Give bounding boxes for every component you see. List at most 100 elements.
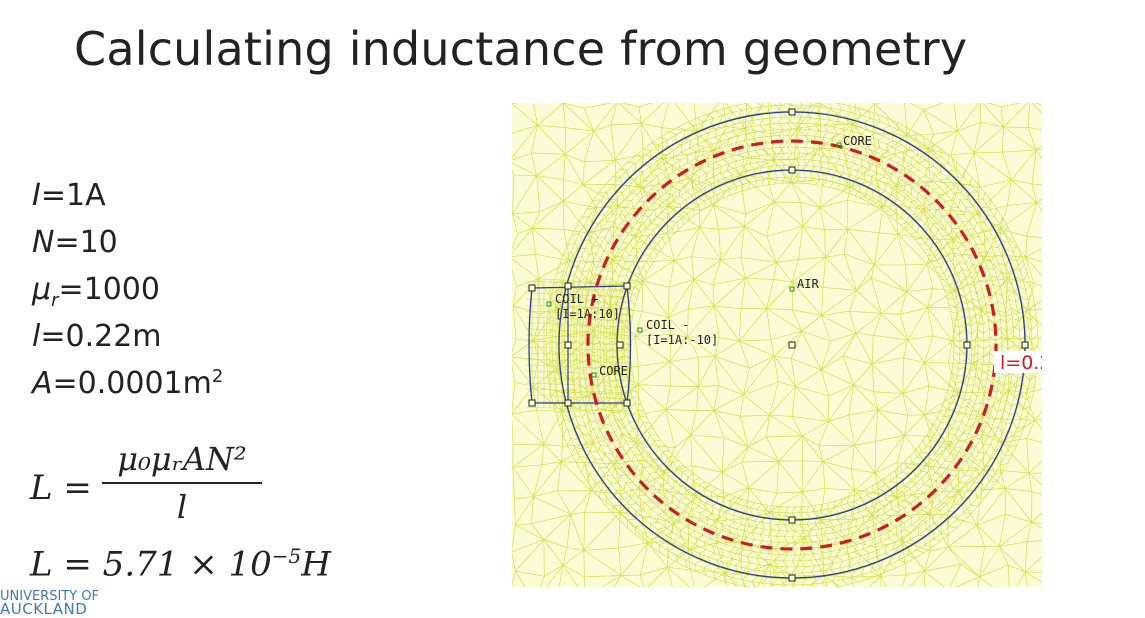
- mesh-dense-edge: [836, 519, 843, 525]
- mesh-dense-edge: [878, 505, 886, 511]
- mesh-edge: [981, 488, 1006, 490]
- mesh-edge: [947, 409, 950, 446]
- mesh-dense-edge: [673, 539, 683, 546]
- param-length: l=0.22m: [32, 319, 162, 354]
- mesh-dense-edge: [699, 553, 709, 558]
- mesh-dense-edge: [864, 564, 874, 568]
- mesh-edge: [948, 362, 974, 365]
- mesh-dense-edge: [720, 548, 730, 553]
- mesh-dense-edge: [795, 158, 800, 166]
- mesh-dense-edge: [916, 225, 920, 233]
- mesh-dense-edge: [879, 147, 889, 152]
- mesh-dense-edge: [589, 450, 598, 453]
- mesh-dense-edge: [964, 453, 972, 455]
- mesh-dense-edge: [687, 530, 695, 535]
- mesh-dense-edge: [594, 320, 596, 329]
- mesh-dense-edge: [694, 560, 702, 565]
- mesh-dense-edge: [625, 241, 631, 250]
- mesh-dense-edge: [878, 176, 885, 181]
- mesh-dense-edge: [800, 554, 806, 561]
- mesh-dense-edge: [903, 522, 905, 530]
- mesh-dense-edge: [926, 428, 931, 435]
- mesh-dense-edge: [990, 275, 998, 279]
- mesh-dense-edge: [991, 426, 999, 429]
- mesh-edge: [740, 174, 768, 179]
- mesh-dense-edge: [773, 171, 782, 173]
- mesh-dense-edge: [567, 412, 572, 423]
- mesh-dense-edge: [636, 496, 638, 504]
- mesh-edge: [583, 512, 621, 551]
- mesh-dense-edge: [914, 450, 918, 458]
- mesh-dense-edge: [948, 385, 955, 391]
- mesh-dense-edge: [859, 502, 867, 506]
- mesh-dense-edge: [768, 565, 779, 567]
- mesh-dense-edge: [943, 409, 948, 417]
- mesh-dense-edge: [741, 163, 750, 167]
- mesh-dense-edge: [675, 467, 678, 475]
- mesh-dense-edge: [732, 540, 736, 548]
- mesh-dense-edge: [729, 501, 732, 509]
- mesh-dense-edge: [918, 506, 927, 513]
- mesh-dense-edge: [930, 453, 936, 460]
- mesh-dense-edge: [986, 443, 992, 453]
- mesh-dense-edge: [947, 186, 955, 194]
- mesh-dense-edge: [629, 390, 633, 398]
- mesh-dense-edge: [801, 578, 807, 585]
- mesh-edge: [556, 307, 594, 332]
- mesh-dense-edge: [891, 508, 899, 513]
- mesh-dense-edge: [839, 140, 849, 144]
- mesh-dense-edge: [744, 525, 750, 532]
- mesh-dense-edge: [589, 306, 592, 316]
- mesh-edge: [766, 202, 775, 237]
- mesh-edge: [690, 434, 693, 466]
- mesh-dense-edge: [918, 154, 927, 161]
- mesh-dense-edge: [819, 130, 829, 133]
- mesh-dense-edge: [901, 467, 908, 473]
- mesh-edge: [636, 442, 665, 474]
- mesh-dense-edge: [1005, 431, 1010, 441]
- mesh-dense-edge: [933, 508, 941, 511]
- mesh-dense-edge: [902, 152, 912, 158]
- mesh-dense-edge: [973, 206, 980, 216]
- mesh-dense-edge: [967, 283, 975, 286]
- mesh-dense-edge: [626, 454, 633, 462]
- mesh-edge: [738, 340, 750, 369]
- mesh-dense-edge: [982, 319, 989, 326]
- mesh-dense-edge: [966, 461, 970, 469]
- mesh-dense-edge: [592, 428, 597, 438]
- mesh-dense-edge: [630, 279, 638, 282]
- mesh-dense-edge: [969, 290, 978, 294]
- mesh-edge: [508, 253, 536, 258]
- mesh-edge: [957, 130, 975, 154]
- mesh-edge: [690, 178, 714, 206]
- mesh-dense-edge: [778, 129, 784, 136]
- mesh-edge: [776, 259, 799, 263]
- mesh-dense-edge: [759, 154, 768, 156]
- mesh-dense-edge: [834, 158, 840, 165]
- mesh-dense-edge: [726, 138, 730, 146]
- mesh-dense-edge: [679, 526, 688, 531]
- mesh-edge: [536, 175, 541, 212]
- mesh-edge: [1008, 390, 1036, 421]
- mesh-dense-edge: [678, 511, 687, 516]
- mesh-dense-edge: [965, 256, 970, 264]
- mesh-dense-edge: [763, 505, 769, 511]
- mesh-edge: [881, 313, 908, 340]
- mesh-dense-edge: [873, 151, 882, 156]
- mesh-dense-edge: [865, 509, 872, 514]
- mesh-edge: [766, 308, 772, 340]
- mesh-edge: [535, 410, 545, 445]
- mesh-dense-edge: [946, 391, 952, 398]
- mesh-dense-edge: [854, 519, 858, 527]
- mesh-dense-edge: [754, 180, 758, 188]
- mesh-dense-edge: [842, 123, 849, 130]
- mesh-dense-edge: [949, 396, 953, 404]
- mesh-dense-edge: [717, 502, 725, 506]
- mesh-dense-edge: [699, 172, 707, 178]
- mesh-dense-edge: [581, 433, 590, 436]
- mesh-edge: [929, 546, 949, 552]
- mesh-dense-edge: [992, 379, 1000, 384]
- mesh-dense-edge: [634, 298, 638, 305]
- mesh-edge: [800, 202, 804, 227]
- mesh-dense-edge: [759, 534, 768, 536]
